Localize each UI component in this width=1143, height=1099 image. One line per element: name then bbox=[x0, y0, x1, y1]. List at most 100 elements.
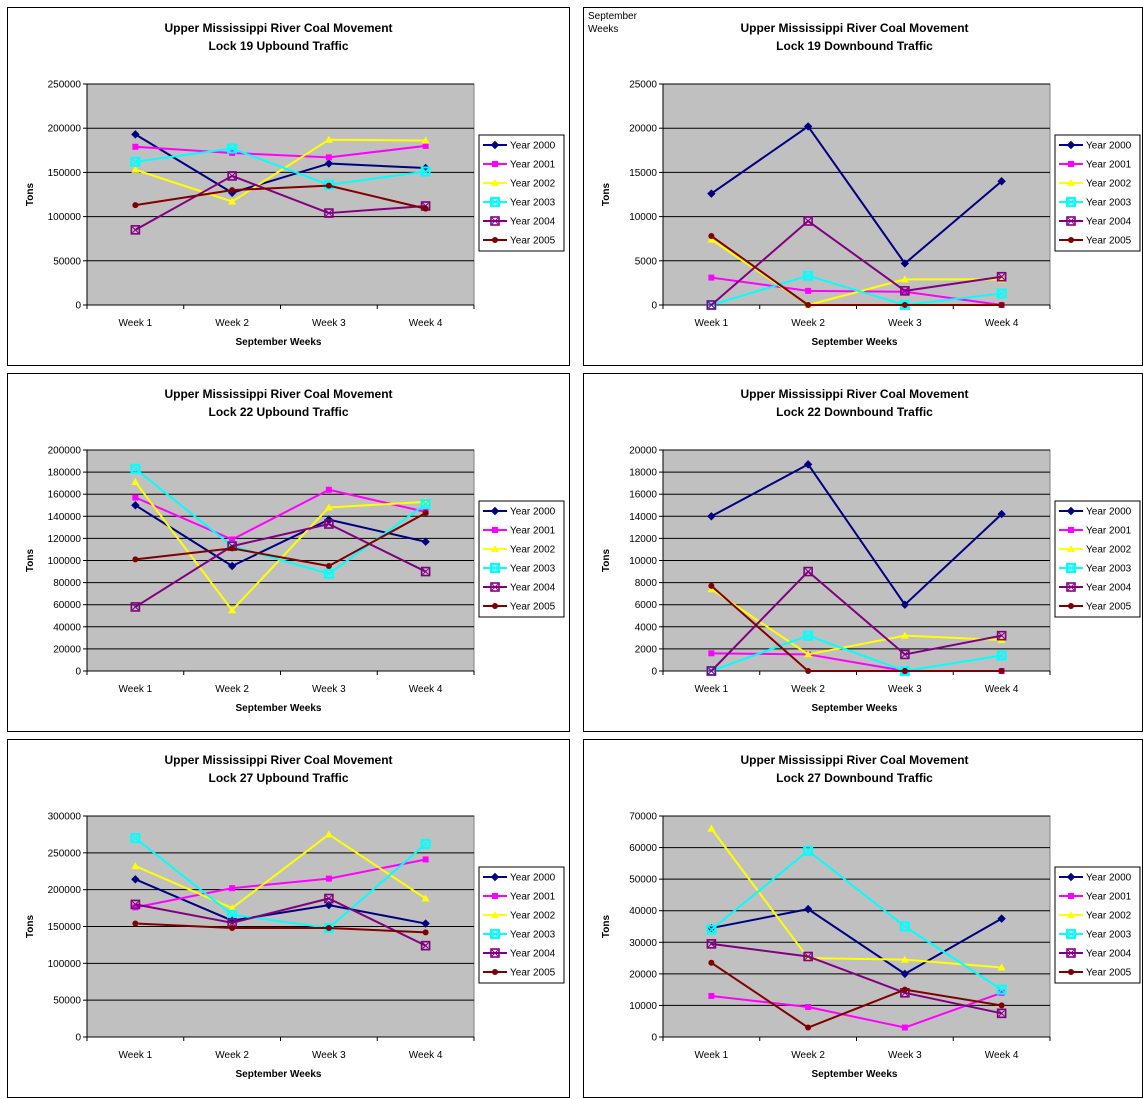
y-tick-label: 5000 bbox=[635, 256, 658, 267]
y-axis-label: Tons bbox=[601, 914, 612, 938]
data-point bbox=[803, 270, 814, 281]
x-axis-label: September Weeks bbox=[236, 337, 322, 348]
legend-label: Year 2000 bbox=[510, 141, 556, 152]
data-point bbox=[804, 650, 813, 658]
y-tick-label: 10000 bbox=[629, 1001, 657, 1012]
x-tick-label: Week 1 bbox=[695, 684, 729, 695]
series-line bbox=[134, 174, 426, 231]
data-point bbox=[422, 856, 429, 863]
x-tick-label: Week 4 bbox=[409, 318, 443, 329]
data-point-x bbox=[998, 290, 1006, 297]
data-point-x bbox=[708, 940, 715, 948]
data-point bbox=[227, 561, 237, 571]
chart-svg: Upper Mississippi River Coal Movement Loc… bbox=[601, 387, 1141, 714]
y-tick-label: 12000 bbox=[629, 534, 657, 545]
data-point bbox=[323, 568, 334, 579]
data-point-x bbox=[228, 145, 236, 152]
series-year-2003 bbox=[706, 845, 1007, 995]
x-tick-label: Week 4 bbox=[985, 1050, 1019, 1061]
y-tick-label: 150000 bbox=[48, 922, 82, 933]
x-axis-label: September Weeks bbox=[812, 337, 898, 348]
series-line bbox=[710, 828, 1002, 969]
y-axis-label: Tons bbox=[25, 182, 36, 206]
data-point bbox=[420, 838, 431, 849]
data-point bbox=[706, 939, 717, 949]
x-tick-label: Week 3 bbox=[888, 1050, 922, 1061]
data-point bbox=[229, 545, 236, 552]
legend-marker bbox=[490, 197, 500, 207]
data-point bbox=[325, 875, 332, 882]
data-point bbox=[803, 216, 813, 226]
legend-marker bbox=[1066, 948, 1076, 958]
legend-label: Year 2004 bbox=[510, 583, 556, 594]
y-axis-label: Tons bbox=[25, 914, 36, 938]
y-tick-label: 15000 bbox=[629, 168, 657, 179]
data-point-x bbox=[901, 287, 909, 295]
legend-marker bbox=[1068, 893, 1074, 899]
data-point bbox=[421, 497, 430, 505]
series-year-2000 bbox=[707, 122, 1006, 268]
legend-label: Year 2004 bbox=[1086, 217, 1132, 228]
data-point bbox=[131, 501, 140, 510]
y-tick-label: 100000 bbox=[48, 212, 82, 223]
series-year-2005 bbox=[708, 233, 1005, 308]
data-point bbox=[707, 824, 716, 832]
data-point bbox=[228, 904, 237, 912]
data-point-x bbox=[708, 667, 715, 675]
x-tick-label: Week 1 bbox=[119, 318, 153, 329]
data-point bbox=[901, 986, 908, 993]
chart-svg: Upper Mississippi River Coal Movement Loc… bbox=[25, 753, 565, 1080]
data-point bbox=[324, 830, 333, 838]
legend-label: Year 2001 bbox=[1086, 526, 1132, 537]
y-tick-label: 40000 bbox=[629, 906, 657, 917]
y-tick-label: 25000 bbox=[629, 80, 657, 91]
data-point bbox=[422, 205, 429, 212]
y-tick-label: 50000 bbox=[53, 996, 81, 1007]
series-line bbox=[135, 858, 426, 909]
data-point-x bbox=[325, 895, 333, 902]
legend-label: Year 2000 bbox=[1086, 873, 1132, 884]
data-point-x bbox=[422, 168, 430, 175]
data-point bbox=[421, 894, 430, 902]
data-point-x bbox=[131, 158, 139, 166]
series-year-2004 bbox=[706, 939, 1007, 1019]
data-point-x bbox=[131, 465, 139, 473]
data-point bbox=[707, 235, 716, 243]
series-line bbox=[710, 220, 1002, 306]
legend-box bbox=[478, 134, 565, 252]
legend-marker bbox=[490, 948, 500, 958]
data-point bbox=[899, 921, 910, 932]
series-line bbox=[711, 908, 1003, 975]
y-tick-label: 4000 bbox=[635, 622, 658, 633]
data-point bbox=[421, 919, 430, 928]
legend-marker-x bbox=[491, 949, 499, 957]
legend: Year 2000 Year 2001 Year 2002 Year 2003 Year… bbox=[478, 866, 565, 984]
y-tick-label: 8000 bbox=[635, 578, 658, 589]
series-line bbox=[135, 147, 426, 186]
legend-label: Year 2000 bbox=[1086, 507, 1132, 518]
data-point bbox=[324, 900, 334, 910]
y-axis-label: Tons bbox=[601, 548, 612, 572]
data-point bbox=[706, 924, 717, 935]
data-point bbox=[706, 300, 717, 310]
data-point bbox=[997, 963, 1006, 971]
chart-title: Upper Mississippi River Coal Movement bbox=[740, 387, 968, 401]
data-point bbox=[324, 135, 333, 143]
data-point-x bbox=[804, 217, 812, 225]
legend-box bbox=[1054, 500, 1141, 618]
data-point bbox=[132, 494, 139, 501]
legend: Year 2000 Year 2001 Year 2002 Year 2003 Year… bbox=[478, 500, 565, 618]
x-tick-label: Week 2 bbox=[791, 318, 825, 329]
series-year-2002 bbox=[131, 830, 430, 912]
series-year-2005 bbox=[132, 509, 429, 570]
data-point-x bbox=[422, 840, 430, 848]
legend-marker bbox=[1068, 527, 1074, 533]
x-tick-label: Week 2 bbox=[215, 684, 249, 695]
chart-panel-lock27-up: Upper Mississippi River Coal Movement Loc… bbox=[7, 739, 570, 1098]
series-year-2004 bbox=[130, 171, 431, 235]
data-point bbox=[803, 904, 813, 914]
data-point-x bbox=[804, 568, 812, 575]
data-point-x bbox=[804, 632, 812, 640]
data-point bbox=[228, 606, 237, 614]
legend-box bbox=[1054, 866, 1141, 984]
